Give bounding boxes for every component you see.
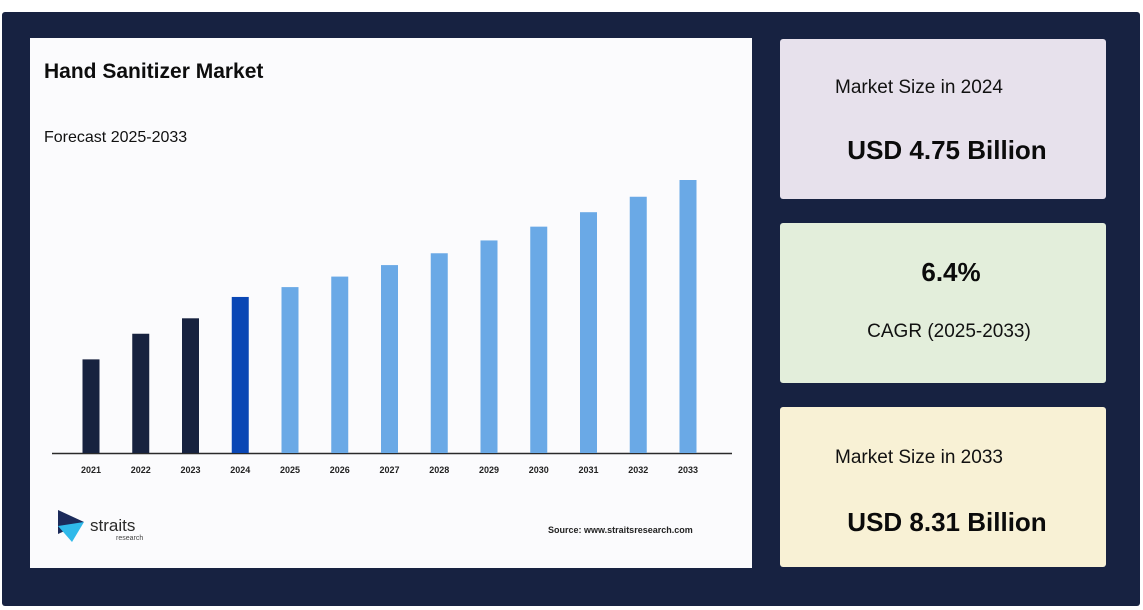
x-tick-label-2022: 2022	[131, 465, 151, 475]
x-tick-label-2030: 2030	[529, 465, 549, 475]
brand-tagline: research	[116, 535, 144, 542]
brand-name: straits	[90, 516, 136, 535]
straits-logo-icon	[58, 510, 84, 542]
bar-2027	[381, 265, 398, 453]
bar-2026	[331, 276, 349, 453]
bar-2022	[132, 333, 150, 453]
x-tick-label-2024: 2024	[230, 465, 250, 475]
bar-2028	[430, 253, 448, 453]
x-tick-label-2026: 2026	[330, 465, 350, 475]
bar-2023	[182, 318, 199, 453]
market-2033-label: Market Size in 2033	[835, 447, 1003, 468]
chart-title: Hand Sanitizer Market	[44, 60, 264, 83]
bar-2031	[580, 212, 597, 453]
market-2033-value: USD 8.31 Billion	[847, 507, 1047, 537]
bar-2024	[231, 296, 249, 453]
stat-card-cagr: 6.4% CAGR (2025-2033)	[780, 223, 1106, 383]
x-tick-label-2028: 2028	[429, 465, 449, 475]
x-tick-label-2032: 2032	[628, 465, 648, 475]
bar-2033	[679, 180, 697, 453]
chart-subtitle: Forecast 2025-2033	[44, 129, 188, 146]
market-2024-label: Market Size in 2024	[835, 77, 1003, 98]
x-tick-label-2027: 2027	[379, 465, 399, 475]
chart-panel: Hand Sanitizer Market Forecast 2025-2033…	[30, 38, 752, 568]
source-note: Source: www.straitsresearch.com	[548, 525, 693, 535]
x-tick-label-2029: 2029	[479, 465, 499, 475]
x-tick-label-2023: 2023	[180, 465, 200, 475]
x-tick-label-2033: 2033	[678, 465, 698, 475]
stat-card-market-2024: Market Size in 2024 USD 4.75 Billion	[780, 39, 1106, 199]
cagr-label: CAGR (2025-2033)	[867, 321, 1031, 342]
bar-chart: 2021 2022 2023 2024 2025 2026 2027 2028 2029 2030…	[52, 180, 732, 475]
cagr-value: 6.4%	[921, 257, 981, 287]
market-2024-value: USD 4.75 Billion	[847, 135, 1047, 165]
bar-2029	[480, 240, 498, 453]
bar-2032	[629, 196, 647, 453]
x-tick-label-2025: 2025	[280, 465, 300, 475]
x-tick-label-2031: 2031	[578, 465, 598, 475]
bar-2030	[530, 226, 548, 453]
bar-2021	[82, 359, 100, 453]
x-tick-label-2021: 2021	[81, 465, 101, 475]
bar-2025	[281, 287, 299, 453]
stat-card-market-2033: Market Size in 2033 USD 8.31 Billion	[780, 407, 1106, 567]
